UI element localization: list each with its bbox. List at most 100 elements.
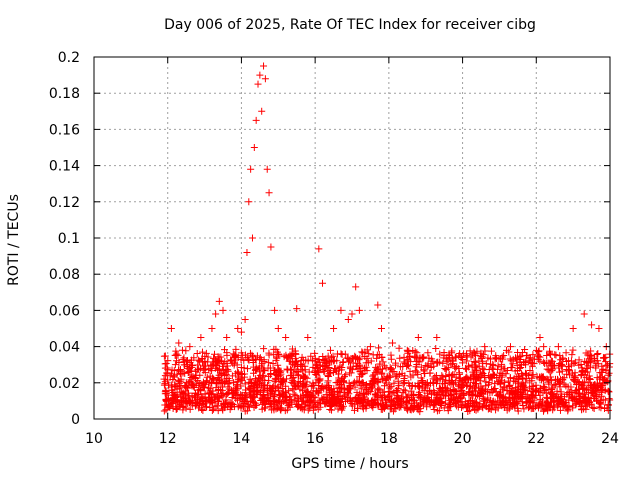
band-point — [339, 394, 347, 402]
data-point — [366, 343, 374, 351]
band-point — [225, 377, 233, 385]
band-point — [572, 396, 580, 404]
band-point — [470, 348, 478, 356]
band-point — [443, 358, 451, 366]
band-point — [389, 368, 397, 376]
band-point — [218, 362, 226, 370]
band-point — [211, 356, 219, 364]
band-point — [289, 373, 297, 381]
data-point — [377, 325, 385, 332]
band-point — [216, 394, 224, 402]
band-point — [193, 366, 201, 374]
band-point — [513, 362, 521, 370]
band-point — [434, 358, 442, 366]
band-point — [466, 374, 474, 382]
band-point — [312, 387, 320, 395]
band-point — [582, 368, 590, 376]
band-point — [406, 367, 414, 375]
band-point — [478, 385, 486, 393]
band-point — [238, 371, 246, 379]
band-point — [206, 372, 214, 380]
band-point — [599, 354, 607, 362]
band-point — [541, 383, 549, 391]
band-point — [545, 380, 553, 388]
band-point — [426, 369, 434, 377]
band-point — [527, 405, 535, 413]
band-point — [423, 403, 431, 411]
band-point — [291, 397, 299, 405]
band-point — [556, 379, 564, 387]
band-point — [249, 398, 257, 406]
band-point — [201, 365, 209, 373]
band-point — [405, 347, 413, 355]
band-point — [556, 406, 564, 414]
data-point — [271, 306, 279, 314]
band-point — [473, 398, 481, 406]
data-point — [330, 325, 338, 332]
band-point — [206, 385, 214, 393]
band-point — [363, 354, 371, 362]
band-point — [399, 363, 407, 371]
band-point — [534, 351, 542, 359]
data-point — [167, 325, 175, 332]
band-point — [252, 401, 260, 409]
band-point — [499, 386, 507, 394]
band-point — [167, 399, 175, 407]
band-point — [418, 382, 426, 390]
band-point — [594, 357, 602, 365]
band-point — [553, 375, 561, 383]
data-point — [304, 334, 312, 342]
band-point — [441, 364, 449, 372]
band-point — [506, 374, 514, 382]
data-point — [247, 165, 255, 173]
band-point — [205, 389, 213, 397]
band-point — [304, 399, 312, 407]
band-point — [590, 387, 598, 395]
band-point — [595, 403, 603, 411]
data-point — [282, 334, 290, 342]
band-point — [516, 356, 524, 364]
band-point — [550, 362, 558, 370]
y-tick-label: 0 — [71, 412, 80, 428]
band-point — [546, 359, 554, 367]
data-point — [250, 144, 258, 151]
band-point — [318, 382, 326, 390]
data-point — [265, 189, 273, 197]
band-point — [217, 386, 225, 394]
band-point — [529, 351, 537, 359]
band-point — [393, 388, 401, 396]
band-point — [177, 388, 185, 396]
data-point — [337, 306, 345, 314]
band-point — [326, 389, 334, 397]
data-point — [319, 279, 327, 287]
band-point — [401, 372, 409, 380]
band-point — [374, 401, 382, 409]
band-point — [582, 349, 590, 357]
band-point — [180, 358, 188, 366]
data-point — [223, 334, 231, 342]
y-tick-label: 0.14 — [49, 159, 80, 175]
band-point — [302, 381, 310, 389]
band-point — [223, 349, 231, 357]
band-point — [456, 349, 464, 357]
band-point — [343, 354, 351, 362]
band-point — [485, 404, 493, 412]
data-point — [348, 310, 356, 318]
band-point — [219, 399, 227, 407]
data-point — [197, 334, 205, 342]
band-point — [602, 367, 610, 375]
band-point — [266, 402, 274, 410]
band-point — [571, 387, 579, 395]
band-point — [384, 388, 392, 396]
band-point — [387, 397, 395, 405]
band-point — [410, 397, 418, 405]
band-point — [564, 407, 572, 415]
band-point — [353, 404, 361, 412]
band-point — [301, 362, 309, 370]
band-point — [495, 392, 503, 400]
band-point — [490, 371, 498, 379]
band-point — [342, 371, 350, 379]
band-point — [270, 404, 278, 412]
band-point — [593, 350, 601, 358]
band-point — [599, 381, 607, 389]
